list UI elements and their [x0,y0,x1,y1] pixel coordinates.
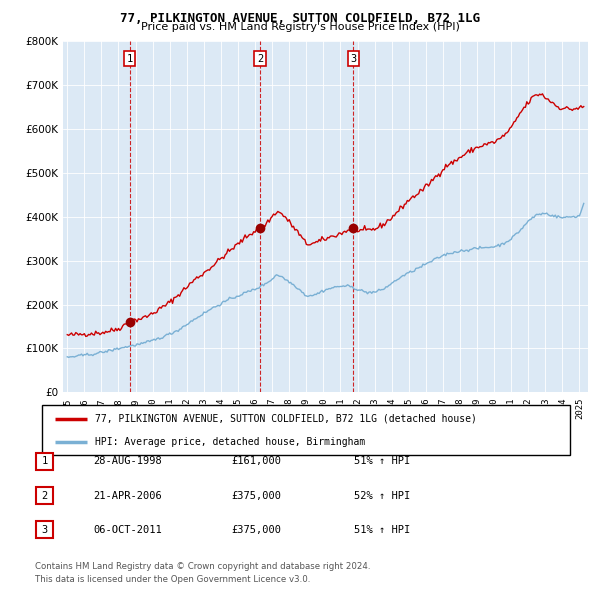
Text: This data is licensed under the Open Government Licence v3.0.: This data is licensed under the Open Gov… [35,575,310,584]
Text: 52% ↑ HPI: 52% ↑ HPI [354,491,410,500]
Text: 51% ↑ HPI: 51% ↑ HPI [354,457,410,466]
Text: 51% ↑ HPI: 51% ↑ HPI [354,525,410,535]
Text: 2: 2 [257,54,263,64]
Text: 3: 3 [41,525,47,535]
FancyBboxPatch shape [36,487,53,504]
FancyBboxPatch shape [42,405,570,455]
Text: 2: 2 [41,491,47,500]
FancyBboxPatch shape [36,522,53,538]
Text: Price paid vs. HM Land Registry's House Price Index (HPI): Price paid vs. HM Land Registry's House … [140,22,460,32]
Text: 77, PILKINGTON AVENUE, SUTTON COLDFIELD, B72 1LG (detached house): 77, PILKINGTON AVENUE, SUTTON COLDFIELD,… [95,414,476,424]
Text: £375,000: £375,000 [231,491,281,500]
Text: Contains HM Land Registry data © Crown copyright and database right 2024.: Contains HM Land Registry data © Crown c… [35,562,370,571]
Text: HPI: Average price, detached house, Birmingham: HPI: Average price, detached house, Birm… [95,437,365,447]
FancyBboxPatch shape [36,453,53,470]
Text: 1: 1 [41,457,47,466]
Text: 28-AUG-1998: 28-AUG-1998 [93,457,162,466]
Text: 21-APR-2006: 21-APR-2006 [93,491,162,500]
Text: 3: 3 [350,54,356,64]
Text: £375,000: £375,000 [231,525,281,535]
Text: 1: 1 [127,54,133,64]
Text: £161,000: £161,000 [231,457,281,466]
Text: 06-OCT-2011: 06-OCT-2011 [93,525,162,535]
Text: 77, PILKINGTON AVENUE, SUTTON COLDFIELD, B72 1LG: 77, PILKINGTON AVENUE, SUTTON COLDFIELD,… [120,12,480,25]
